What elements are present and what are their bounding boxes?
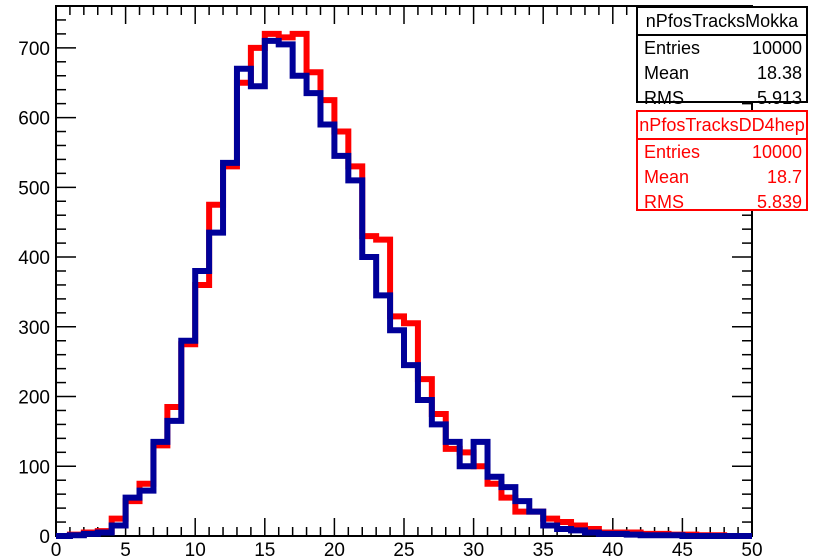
stats-row-rms: RMS 5.839 [638, 190, 806, 215]
stats-box-mokka: nPfosTracksMokka Entries 10000 Mean 18.3… [636, 6, 808, 108]
stats-row-entries: Entries 10000 [638, 140, 806, 165]
x-tick-label: 35 [533, 540, 554, 560]
stats-box-dd4hep: nPfosTracksDD4hep Entries 10000 Mean 18.… [636, 110, 808, 212]
x-axis-labels: 0 5 10 15 20 25 30 35 40 45 50 [51, 540, 763, 560]
x-tick-label: 50 [741, 540, 762, 560]
x-tick-label: 45 [672, 540, 693, 560]
series-layer [56, 30, 752, 539]
stats-title-mokka: nPfosTracksMokka [638, 8, 806, 36]
stats-row-mean: Mean 18.38 [638, 61, 806, 86]
stats-value: 5.913 [756, 88, 802, 108]
x-tick-label: 10 [185, 540, 206, 560]
stats-value: 10000 [751, 142, 802, 162]
y-axis-labels: 0 100 200 300 400 500 600 700 [18, 39, 50, 548]
stats-title-dd4hep: nPfosTracksDD4hep [638, 112, 806, 140]
series-line-nPfosTracksMokka [56, 37, 752, 539]
stats-row-mean: Mean 18.7 [638, 165, 806, 190]
y-tick-label: 500 [18, 178, 50, 199]
stats-value: 10000 [751, 38, 802, 58]
stats-label: Mean [644, 63, 690, 83]
y-tick-label: 100 [18, 457, 50, 478]
stats-label: Entries [644, 38, 701, 58]
x-tick-label: 5 [120, 540, 131, 560]
x-tick-label: 0 [51, 540, 62, 560]
stats-label: RMS [644, 88, 684, 108]
stats-row-rms: RMS 5.913 [638, 86, 806, 111]
stats-label: RMS [644, 192, 684, 212]
stats-row-entries: Entries 10000 [638, 36, 806, 61]
y-tick-label: 0 [39, 527, 50, 548]
x-tick-label: 25 [393, 540, 414, 560]
y-tick-label: 400 [18, 248, 50, 269]
stats-value: 18.7 [766, 167, 802, 187]
y-tick-label: 300 [18, 318, 50, 339]
stats-label: Entries [644, 142, 701, 162]
y-tick-label: 700 [18, 39, 50, 60]
stats-label: Mean [644, 167, 690, 187]
y-tick-label: 200 [18, 388, 50, 409]
stats-value: 18.38 [756, 63, 802, 83]
x-tick-label: 15 [254, 540, 275, 560]
stats-value: 5.839 [756, 192, 802, 212]
x-tick-label: 40 [602, 540, 623, 560]
y-axis-ticks [56, 5, 752, 537]
x-tick-label: 20 [324, 540, 345, 560]
x-tick-label: 30 [463, 540, 484, 560]
y-tick-label: 600 [18, 109, 50, 130]
